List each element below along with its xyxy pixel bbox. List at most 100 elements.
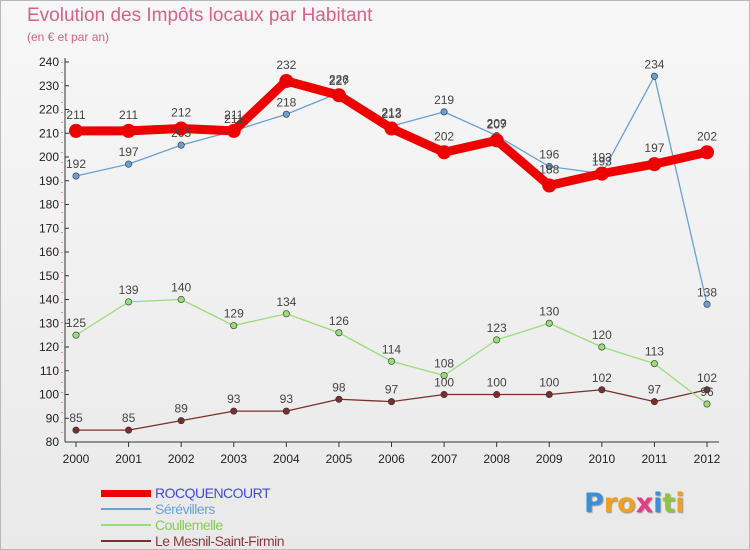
x-tick-label: 2000 [63, 452, 90, 466]
data-point [650, 398, 658, 406]
data-point [650, 72, 658, 80]
y-tick-label: 120 [39, 340, 59, 354]
logo-letter: t [662, 488, 676, 519]
data-point [387, 398, 395, 406]
data-label: 85 [69, 411, 83, 425]
x-tick-label: 2001 [115, 452, 142, 466]
data-point [282, 407, 290, 415]
data-point [493, 390, 501, 398]
y-tick-label: 110 [40, 364, 59, 378]
data-label: 97 [385, 383, 399, 397]
data-label: 97 [648, 383, 662, 397]
data-point [387, 357, 395, 365]
y-tick-label: 210 [39, 126, 59, 140]
data-point [440, 390, 448, 398]
data-label: 100 [434, 376, 454, 390]
data-point [440, 108, 448, 116]
y-tick-label: 140 [39, 293, 59, 307]
data-point [282, 310, 290, 318]
data-label: 211 [224, 108, 243, 122]
legend-label: Coullemelle [155, 517, 223, 533]
chart-series [69, 72, 714, 434]
data-point [545, 390, 553, 398]
data-label: 219 [434, 93, 454, 107]
data-label: 209 [487, 117, 507, 131]
data-point [174, 121, 189, 136]
data-label: 134 [276, 295, 296, 309]
data-point [437, 145, 452, 160]
legend-swatch [101, 540, 151, 542]
data-label: 227 [329, 74, 349, 88]
y-tick-label: 150 [39, 269, 59, 283]
data-label: 188 [539, 163, 559, 177]
data-label: 192 [66, 157, 86, 171]
data-point [69, 123, 83, 138]
data-point [335, 329, 343, 337]
data-point [72, 172, 80, 180]
data-label: 125 [66, 316, 86, 330]
x-tick-label: 2005 [326, 452, 353, 466]
data-label: 202 [697, 129, 717, 143]
data-label: 193 [592, 155, 612, 169]
data-label: 211 [66, 108, 85, 122]
data-label: 130 [539, 304, 559, 318]
data-point [647, 157, 662, 172]
data-point [703, 386, 711, 394]
chart-axes: 8090100110120130140150160170180190200210… [39, 55, 721, 466]
data-label: 123 [487, 321, 507, 335]
data-point [703, 300, 711, 308]
data-point [598, 386, 606, 394]
x-tick-label: 2004 [273, 452, 300, 466]
data-point [279, 74, 294, 88]
data-label: 89 [174, 402, 188, 416]
legend-label: Sérévillers [155, 501, 215, 517]
legend-swatch [101, 489, 151, 497]
data-label: 226 [329, 72, 349, 86]
data-label: 114 [382, 342, 401, 356]
x-tick-label: 2011 [642, 452, 668, 466]
data-point [493, 336, 501, 344]
data-point [125, 298, 133, 306]
x-tick-label: 2002 [168, 452, 195, 466]
data-point [440, 371, 448, 379]
chart-data-labels: 85 85 89 93 93 98 97 100 100 100 102 97 102 125 139 140… [66, 57, 717, 425]
data-point [700, 145, 714, 160]
x-tick-label: 2012 [694, 452, 721, 466]
data-point [489, 133, 504, 148]
data-label: 202 [434, 129, 454, 143]
data-point [125, 426, 133, 434]
data-label: 213 [381, 107, 401, 121]
data-point [331, 88, 346, 103]
data-label: 218 [276, 95, 296, 109]
data-point [703, 400, 711, 408]
data-label: 108 [434, 357, 454, 371]
y-tick-label: 190 [39, 174, 59, 188]
y-tick-label: 90 [46, 411, 60, 425]
legend-label: Le Mesnil-Saint-Firmin [155, 533, 285, 549]
x-tick-label: 2010 [588, 452, 615, 466]
legend-label: ROCQUENCOURT [155, 485, 271, 501]
data-label: 207 [487, 117, 507, 131]
x-tick-label: 2003 [220, 452, 247, 466]
data-point [72, 426, 80, 434]
data-label: 113 [645, 345, 664, 359]
chart-title: Evolution des Impôts locaux par Habitant [27, 5, 373, 26]
data-label: 197 [119, 145, 139, 159]
data-point [125, 160, 133, 168]
data-point [177, 141, 185, 149]
data-point [177, 417, 185, 425]
y-tick-label: 230 [39, 79, 59, 93]
x-tick-label: 2007 [431, 452, 458, 466]
data-label: 211 [224, 112, 243, 126]
data-point [598, 343, 606, 351]
data-label: 102 [697, 371, 717, 385]
y-tick-label: 220 [39, 103, 59, 117]
data-point [226, 123, 241, 138]
data-point [542, 178, 557, 193]
data-label: 139 [119, 283, 139, 297]
data-label: 205 [171, 126, 191, 140]
y-tick-label: 160 [39, 245, 59, 259]
y-tick-label: 200 [39, 150, 59, 164]
